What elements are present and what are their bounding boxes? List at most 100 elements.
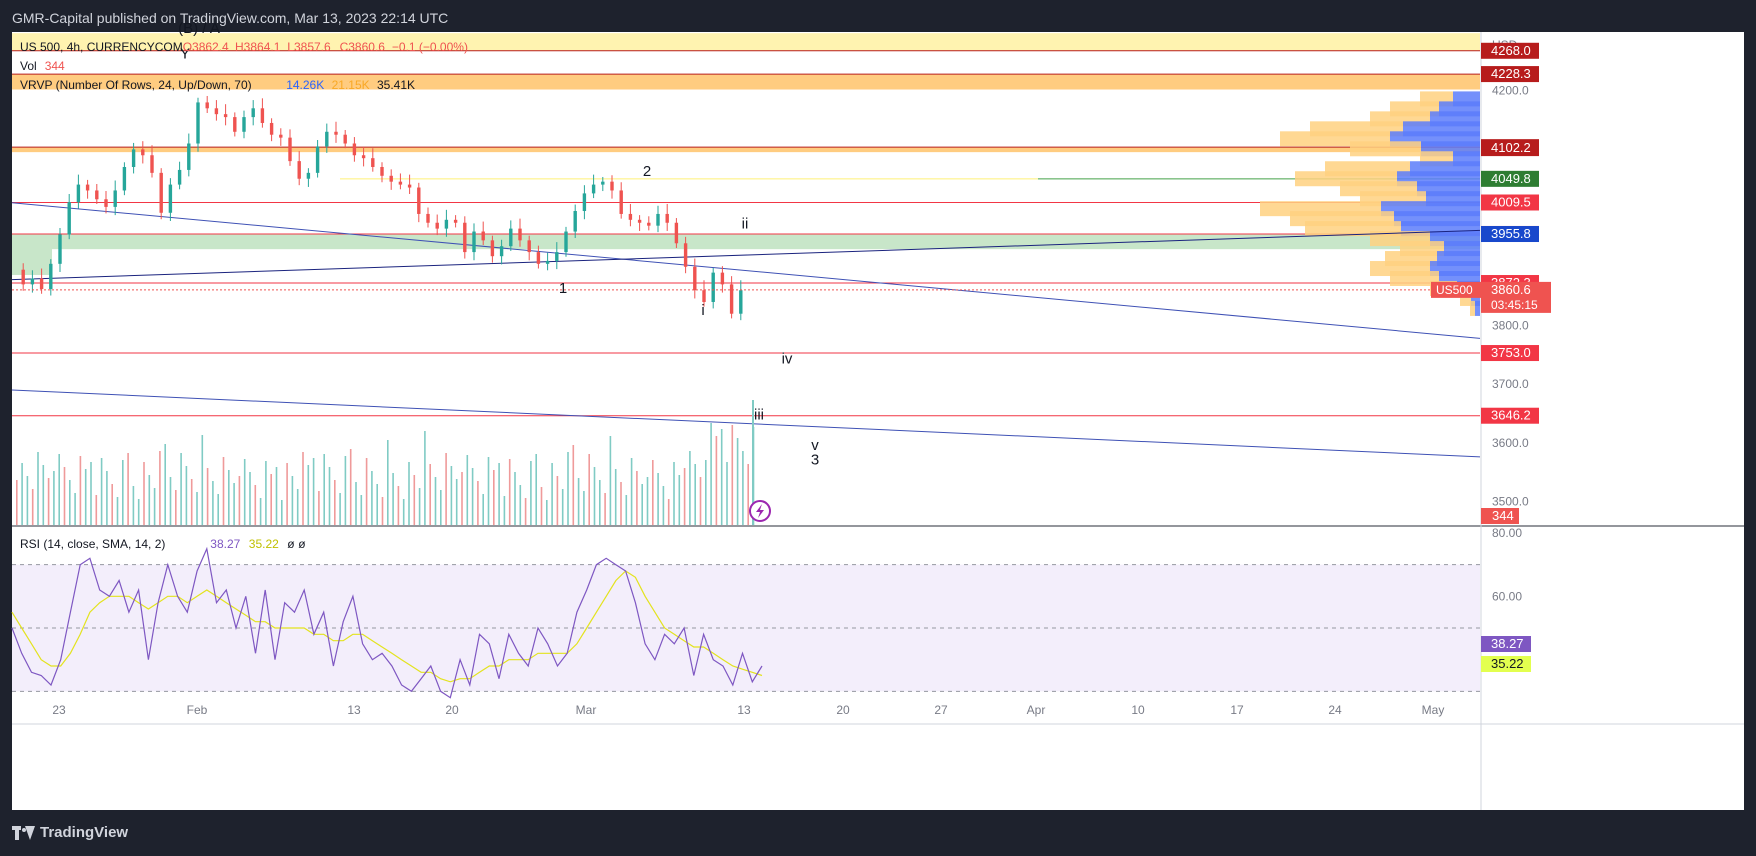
volume-bar — [381, 497, 384, 525]
legend-vrvp-total: 35.41K — [377, 78, 415, 92]
price-level-tag — [1481, 170, 1539, 187]
candle-body — [426, 213, 430, 223]
volume-bar — [625, 495, 628, 525]
volume-bar — [402, 499, 405, 525]
volume-bar — [79, 456, 82, 525]
volume-bar — [47, 478, 50, 525]
volume-bar — [212, 481, 214, 525]
candle-body — [233, 117, 237, 132]
candle-body — [610, 181, 614, 191]
candle-body — [555, 252, 559, 261]
volume-bar — [376, 484, 378, 525]
volume-bar — [683, 468, 686, 525]
volume-bar — [493, 470, 495, 525]
volume-bar — [90, 462, 92, 525]
candle-body — [279, 134, 283, 138]
wave-label: 3 — [811, 452, 819, 469]
price-level-tag-label: 4268.0 — [1491, 43, 1531, 58]
legend-vol-value: 344 — [45, 59, 65, 73]
volume-bar — [673, 462, 675, 525]
volume-bar — [344, 456, 347, 525]
volume-bar — [408, 462, 410, 525]
volume-bar — [514, 472, 516, 525]
wave-label: iii — [754, 406, 764, 423]
volume-bar — [153, 488, 156, 525]
wave-label: ii — [742, 216, 749, 233]
wave-label: (B) / A — [178, 20, 220, 37]
candle-body — [159, 172, 163, 213]
price-tick-label: 3500.0 — [1492, 495, 1529, 509]
publisher-caption: GMR-Capital published on TradingView.com… — [12, 10, 449, 26]
candle-body — [58, 234, 62, 264]
volume-bar — [694, 464, 696, 525]
candle-body — [168, 184, 173, 213]
volume-bar — [106, 471, 108, 525]
rsi-value-tag-label: 38.27 — [1491, 636, 1524, 651]
volume-bar — [641, 484, 643, 525]
volume-bar — [556, 476, 559, 525]
volume-bar — [747, 464, 749, 525]
volume-bar — [122, 460, 124, 525]
time-tick-label: 27 — [934, 703, 948, 717]
volume-bar — [614, 469, 617, 525]
candle-body — [693, 266, 697, 291]
volume-bar — [599, 480, 601, 525]
volume-bar — [535, 454, 537, 525]
volume-bar — [196, 492, 198, 525]
volume-bar — [355, 482, 357, 525]
legend-vol-label: Vol — [20, 59, 37, 73]
volume-bar — [662, 486, 665, 525]
candle-body — [214, 108, 219, 115]
volume-bar — [116, 497, 119, 525]
volume-bar — [42, 465, 45, 525]
volume-bar — [190, 479, 193, 525]
legend-rsi-label: RSI (14, close, SMA, 14, 2) — [20, 537, 165, 551]
price-level-tag — [1481, 194, 1539, 211]
candle-body — [260, 108, 265, 123]
volume-bar — [392, 473, 394, 525]
volume-bar — [630, 458, 633, 525]
demand-zone-left — [12, 233, 52, 275]
volume-bar — [132, 486, 135, 525]
volume-bar — [577, 478, 580, 525]
candle-body — [481, 231, 485, 241]
volume-bar — [349, 449, 352, 525]
candle-body — [325, 131, 329, 147]
supply-zone-4228 — [12, 74, 1480, 90]
volume-profile-down — [1390, 271, 1439, 286]
volume-bar — [206, 468, 209, 525]
rsi-ma-tag — [1481, 656, 1531, 672]
tradingview-logo[interactable]: TradingView — [12, 824, 128, 841]
volume-profile-down — [1470, 300, 1475, 316]
wave-label: i — [701, 302, 704, 319]
price-level-tag-label: 4102.2 — [1491, 140, 1531, 155]
trendline-lower — [11, 389, 1481, 458]
volume-bar — [143, 462, 145, 525]
volume-bar — [249, 472, 251, 525]
volume-bar — [540, 487, 543, 525]
supply-zone-4103 — [12, 147, 1480, 153]
volume-tag — [1481, 508, 1519, 524]
legend-change: −0.1 (−0.00%) — [392, 40, 468, 54]
price-tick-label: 3600.0 — [1492, 436, 1529, 450]
volume-bar — [636, 471, 638, 525]
wave-label: 1 — [559, 280, 567, 297]
candle-body — [251, 108, 255, 118]
candle-body — [582, 193, 587, 212]
price-tick-label: 3800.0 — [1492, 318, 1529, 332]
candle-body — [150, 155, 154, 173]
volume-bar — [169, 477, 172, 525]
candle-body — [223, 114, 228, 118]
time-tick-label: Mar — [576, 703, 597, 717]
legend-rsi-ma: 35.22 — [249, 537, 279, 551]
candle-body — [352, 143, 357, 156]
volume-bar — [604, 493, 606, 525]
volume-bar — [445, 453, 447, 525]
candle-body — [518, 228, 522, 241]
volume-bar-spike — [752, 400, 754, 525]
volume-bar — [736, 438, 739, 525]
candle-body — [288, 137, 292, 162]
legend-high: H3864.1 — [235, 40, 281, 54]
trendline-rising — [11, 229, 1481, 281]
